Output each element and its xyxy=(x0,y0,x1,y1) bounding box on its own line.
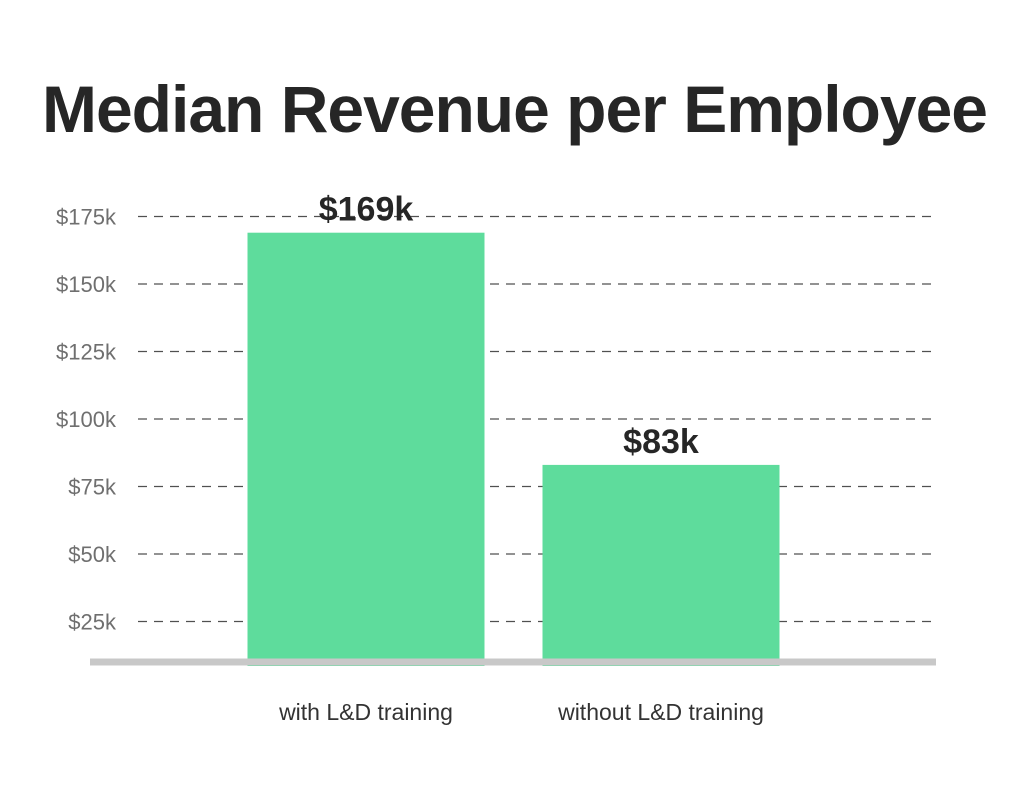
y-tick-label: $125k xyxy=(56,340,117,365)
bar-value-label: $169k xyxy=(319,191,414,229)
y-tick-label: $175k xyxy=(56,205,117,230)
y-tick-label: $100k xyxy=(56,407,117,432)
y-tick-label: $150k xyxy=(56,272,117,297)
y-axis-tick-labels: $25k $50k $75k $100k $125k $150k $175k xyxy=(56,205,117,635)
x-category-label: with L&D training xyxy=(278,699,453,725)
y-tick-label: $25k xyxy=(68,610,117,635)
chart-title: Median Revenue per Employee xyxy=(42,72,987,146)
x-category-label: without L&D training xyxy=(557,699,764,725)
y-tick-label: $75k xyxy=(68,475,117,500)
bar-value-labels: $169k $83k xyxy=(319,191,699,461)
bar-value-label: $83k xyxy=(623,423,699,461)
x-axis-category-labels: with L&D training without L&D training xyxy=(278,699,764,725)
bars xyxy=(247,232,780,666)
bar-1 xyxy=(247,232,485,666)
y-tick-label: $50k xyxy=(68,542,117,567)
bar-2 xyxy=(542,464,780,666)
